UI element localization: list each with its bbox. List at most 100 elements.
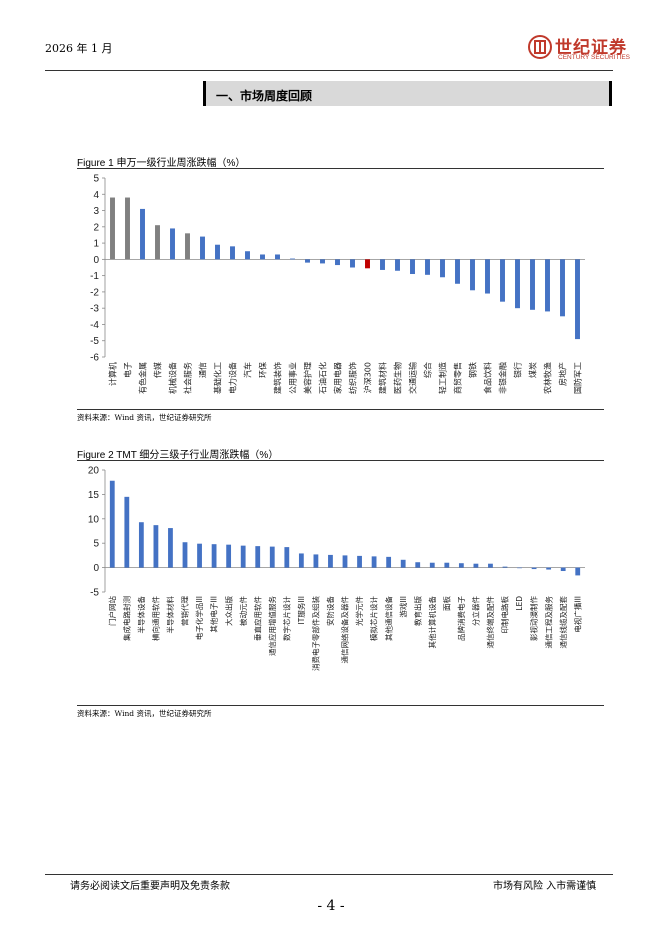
figure2-bar	[400, 559, 406, 568]
figure1-bar	[290, 258, 295, 260]
figure2-bar	[153, 525, 159, 568]
figure2-category-label: 印制电路板	[500, 596, 510, 634]
figure2-bottom-rule	[77, 705, 604, 706]
figure1-category-label: 机械设备	[167, 362, 177, 394]
figure1-category-label: 综合	[422, 362, 432, 378]
figure1-category-label: 沪深300	[362, 362, 372, 393]
figure1-category-label: 商贸零售	[452, 362, 462, 394]
figure1-category-label: 传媒	[152, 362, 162, 378]
figure2-bar	[386, 556, 392, 568]
figure1-bar	[215, 244, 220, 260]
figure1-y-tick-label: 5	[93, 174, 99, 185]
figure2-y-tick-label: 10	[88, 514, 100, 525]
figure2-bar	[560, 567, 566, 572]
logo-text-cn: 世纪证券	[555, 38, 627, 58]
figure1-bar	[245, 251, 250, 260]
page-number: - 4 -	[317, 898, 345, 914]
report-date: 2026 年 1 月	[45, 42, 113, 55]
figure2-category-label: 半导体材料	[165, 596, 175, 634]
figure1-category-label: 非银金融	[497, 362, 507, 394]
figure2-bar	[342, 555, 348, 568]
figure2-category-label: LED	[515, 596, 524, 611]
figure1-category-label: 有色金属	[137, 362, 147, 394]
figure2-source: 资料来源：Wind 资讯，世纪证券研究所	[77, 709, 212, 718]
figure2-bar	[444, 562, 450, 568]
figure1-category-label: 通信	[197, 362, 207, 378]
figure2-category-label: IT服务III	[296, 596, 306, 624]
figure1-bar	[305, 259, 310, 263]
footer-divider	[45, 874, 613, 875]
figure1-bar	[575, 259, 580, 340]
figure1-bottom-rule	[77, 409, 604, 410]
figure1-bar	[320, 259, 325, 264]
figure2-bar	[240, 545, 246, 568]
figure1-bar	[200, 236, 205, 260]
figure2-bar	[357, 555, 362, 568]
figure1-bar	[170, 228, 175, 260]
figure1-bar	[335, 259, 340, 266]
figure2-category-label: 通信工程及服务	[543, 596, 553, 649]
figure2-bar	[182, 542, 188, 568]
figure2-category-label: 教育出版	[412, 596, 422, 626]
logo-text-en: CENTURY SECURITIES	[558, 54, 630, 61]
figure1-category-label: 社会服务	[182, 362, 192, 394]
figure1-category-label: 基础化工	[212, 362, 222, 394]
figure2-category-label: 大众出版	[223, 596, 233, 626]
figure2-category-label: 安防设备	[325, 596, 335, 626]
figure2-y-tick-label: 20	[88, 466, 100, 477]
figure2-category-label: 门户网站	[107, 596, 117, 626]
figure2-bar	[109, 480, 115, 568]
figure2-bar	[328, 554, 333, 568]
figure1-bar	[380, 259, 385, 270]
logo-emblem-icon	[528, 35, 552, 59]
figure1-bar	[350, 259, 355, 268]
figure2-top-rule	[77, 460, 604, 461]
figure1-y-tick-label: -2	[90, 287, 99, 298]
figure1-source: 资料来源：Wind 资讯，世纪证券研究所	[77, 413, 212, 422]
figure1-y-tick-label: -4	[90, 320, 99, 331]
figure1-category-label: 公用事业	[287, 362, 297, 394]
figure1-bar	[185, 233, 190, 260]
figure2-bar	[226, 544, 232, 568]
figure1-y-tick-label: 2	[93, 222, 99, 233]
figure2-bar	[371, 556, 377, 568]
figure2-y-tick-label: 15	[88, 490, 100, 501]
figure1-y-tick-label: -6	[90, 353, 99, 364]
figure2-bar	[138, 522, 144, 568]
figure1-category-label: 纺织服饰	[347, 362, 357, 394]
figure1-bar	[125, 197, 130, 260]
footer-risk-warning: 市场有风险 入市需谨慎	[493, 881, 597, 892]
figure2-category-label: 其他电子III	[209, 596, 219, 633]
figure2-bar	[269, 546, 275, 568]
figure1-bar	[365, 259, 370, 269]
figure2-category-label: 电视广播III	[572, 596, 582, 633]
figure2-category-label: 模拟芯片设计	[369, 596, 379, 641]
figure1-y-tick-label: -5	[90, 336, 99, 347]
figure1-category-label: 电子	[122, 362, 132, 378]
figure2-bar	[502, 566, 508, 568]
figure2-bar	[415, 562, 421, 568]
figure2-category-label: 品牌消费电子	[456, 596, 466, 641]
footer-disclaimer: 请务必阅读文后重要声明及免责条款	[70, 881, 230, 892]
figure2-bar	[298, 553, 304, 568]
figure2-bar	[284, 547, 290, 568]
figure1-chart: 5 4 3 2 1 0 -1 -2 -3 -4 -5 -6 计算机 电子 有色金属 传媒 机械设备 社会服务 通信基…	[90, 174, 585, 394]
figure2-title: Figure 2 TMT 细分三级子行业周涨跌幅（%）	[77, 450, 279, 461]
figure1-category-label: 煤炭	[527, 362, 537, 378]
figure1-bar	[425, 259, 430, 275]
figure1-category-label: 轻工制造	[437, 362, 447, 394]
figure1-y-tick-label: 1	[93, 239, 99, 250]
figure2-bar	[473, 563, 479, 568]
figure2-category-label: 通信线缆及配套	[558, 596, 568, 649]
figure2-category-label: 电子化学品III	[194, 596, 204, 640]
figure2-category-label: 营销代理	[180, 596, 190, 626]
figure1-y-tick-label: -1	[90, 271, 99, 282]
figure2-bar	[197, 543, 202, 568]
figure2-bar	[429, 562, 435, 568]
figure2-category-label: 其他通信设备	[383, 596, 393, 641]
figure2-category-label: 通信应用增值服务	[267, 596, 277, 656]
figure1-category-label: 食品饮料	[482, 362, 492, 394]
figure1-category-label: 家用电器	[332, 362, 342, 394]
figure1-category-label: 美容护理	[302, 362, 312, 394]
figure1-category-label: 电力设备	[227, 362, 237, 394]
